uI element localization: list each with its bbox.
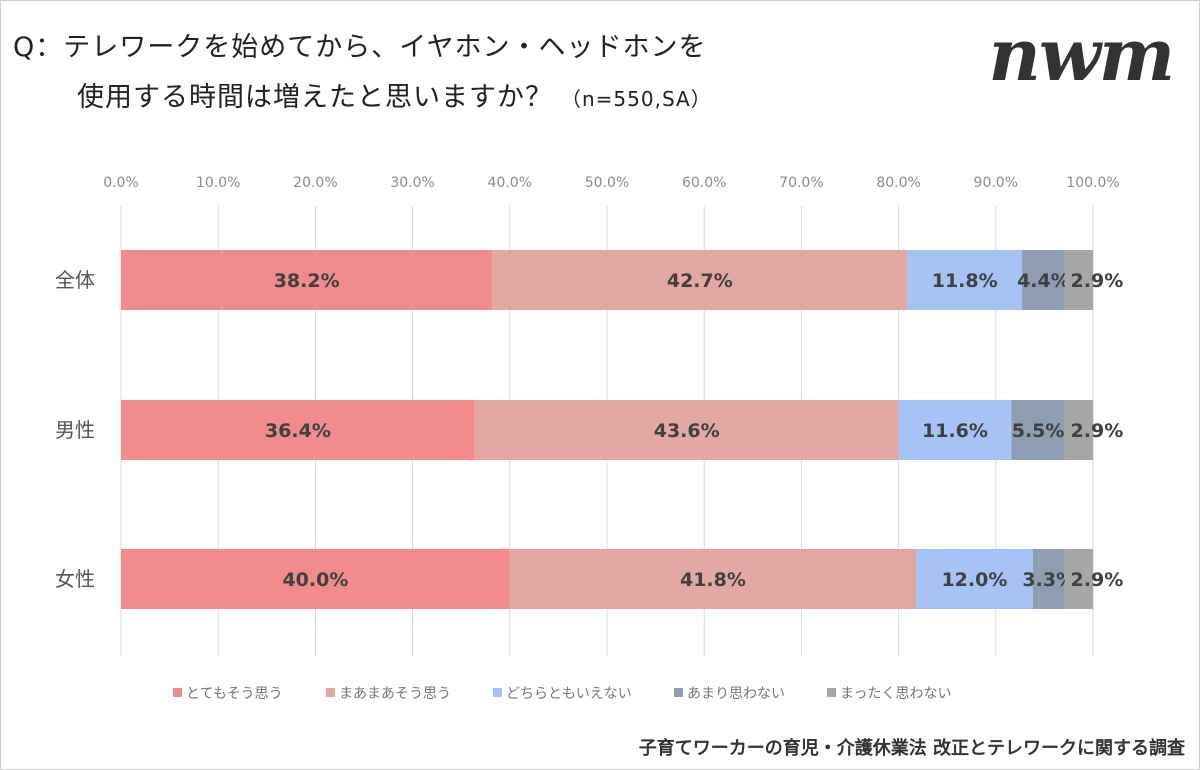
legend-label: まあまあそう思う [339,686,451,702]
data-label: 36.4% [265,420,331,442]
legend-swatch [326,688,335,697]
data-label: 4.4% [1017,270,1070,292]
bar-segment [121,400,475,460]
bar-segment [492,250,908,310]
category-label: 男性 [55,418,95,442]
data-label: 2.9% [1071,569,1124,591]
bar-segment [1064,549,1093,609]
data-label: 43.6% [654,420,720,442]
x-tick-label: 0.0% [103,175,139,191]
bar-segment [474,400,899,460]
category-label: 女性 [55,567,95,591]
category-label: 全体 [55,268,95,292]
bar-segment [509,549,917,609]
question-text: 使用する時間は増えたと思いますか？ [77,82,553,113]
data-label: 41.8% [680,569,746,591]
bar-segment [907,250,1023,310]
bar-segment [916,549,1033,609]
source-caption: 子育てワーカーの育児・介護休業法 改正とテレワークに関する調査 [638,738,1185,759]
data-label: 11.8% [932,270,998,292]
x-tick-label: 100.0% [1066,175,1119,191]
legend-label: どちらともいえない [506,686,632,702]
sample-note: （n=550,SA） [561,87,712,111]
legend-swatch [173,688,182,697]
nwm-logo: nwm [988,12,1175,97]
x-tick-label: 30.0% [390,175,434,191]
bar-segment [121,250,493,310]
data-label: 40.0% [282,569,348,591]
bar-segment [121,549,510,609]
data-label: 5.5% [1012,420,1065,442]
bar-segment [1064,250,1093,310]
bar-segment [1022,250,1065,310]
x-tick-label: 80.0% [876,175,920,191]
x-tick-label: 90.0% [974,175,1018,191]
legend-label: とてもそう思う [186,686,283,702]
legend-label: まったく思わない [840,686,951,702]
bar-segment [898,400,1012,460]
data-label: 11.6% [922,420,988,442]
x-tick-label: 40.0% [488,175,532,191]
x-tick-label: 70.0% [779,175,823,191]
question-title-line2: 使用する時間は増えたと思いますか？ （n=550,SA） [77,75,712,114]
legend-label: あまり思わない [687,686,785,702]
data-label: 42.7% [667,270,733,292]
bar-segment [1011,400,1065,460]
x-tick-label: 10.0% [196,175,240,191]
bar-segment [1032,549,1065,609]
data-label: 2.9% [1071,270,1124,292]
data-label: 3.3% [1022,569,1075,591]
legend-swatch [827,688,836,697]
x-tick-label: 60.0% [682,175,726,191]
data-label: 2.9% [1071,420,1124,442]
legend-swatch [674,688,683,697]
data-label: 38.2% [274,270,340,292]
bar-segment [1064,400,1093,460]
x-tick-label: 50.0% [585,175,629,191]
data-label: 12.0% [941,569,1007,591]
legend-swatch [493,688,502,697]
question-title: Q：テレワークを始めてから、イヤホン・ヘッドホンを [13,32,707,63]
x-tick-label: 20.0% [293,175,337,191]
